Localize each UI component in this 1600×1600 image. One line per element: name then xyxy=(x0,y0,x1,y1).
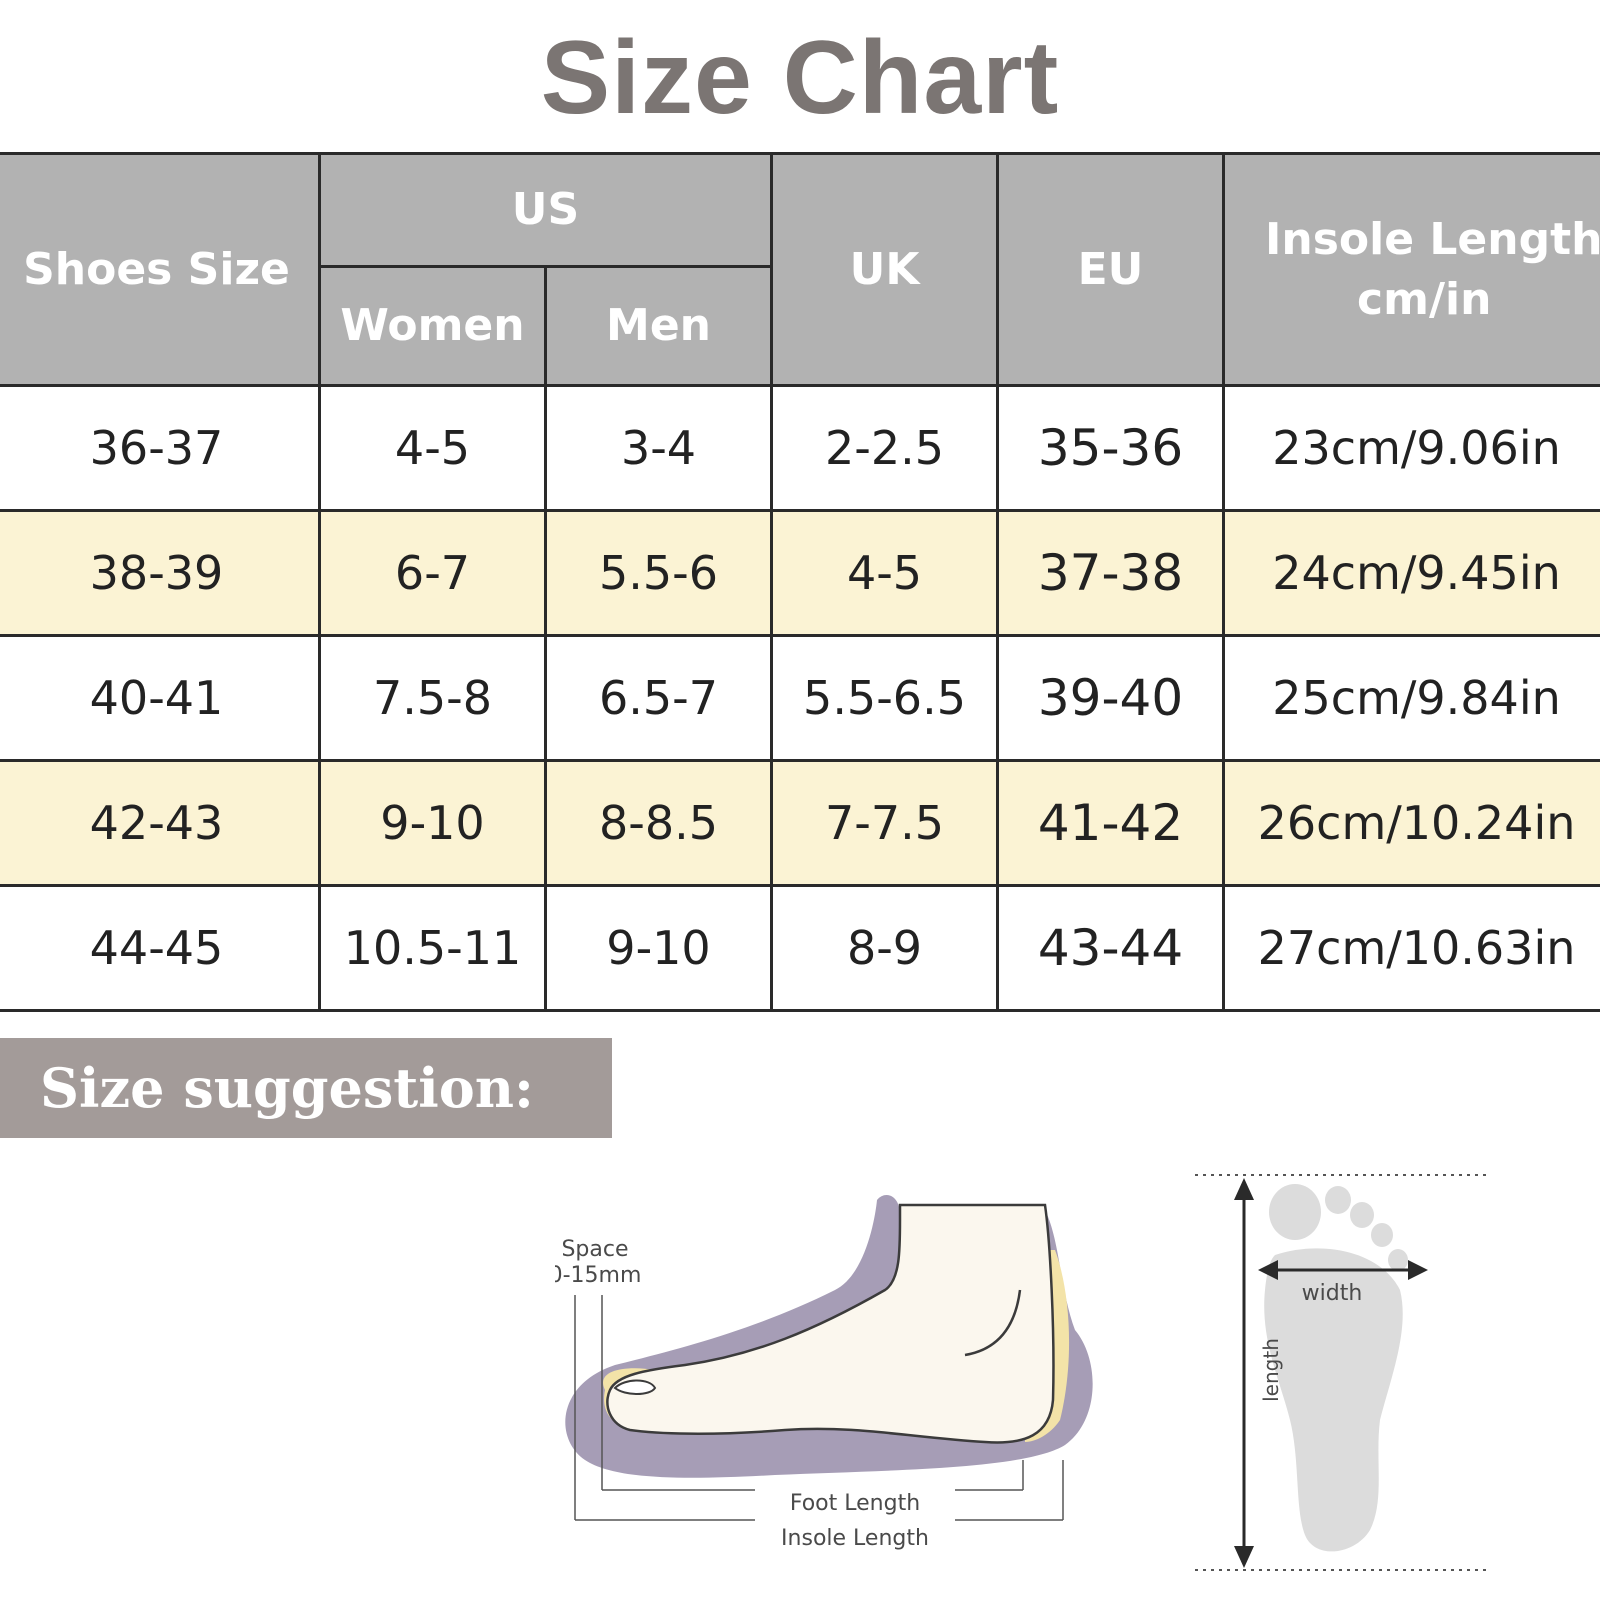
table-row: 38-39 6-7 5.5-6 4-5 37-38 24cm/9.45in xyxy=(0,509,1600,637)
header-insole-length: Insole Length cm/in xyxy=(1222,152,1600,387)
cell-uk: 2-2.5 xyxy=(770,384,1000,512)
length-arrow-up-icon xyxy=(1234,1178,1254,1200)
table-row: 42-43 9-10 8-8.5 7-7.5 41-42 26cm/10.24i… xyxy=(0,759,1600,887)
size-suggestion-banner: Size suggestion: xyxy=(0,1038,612,1138)
length-arrow-down-icon xyxy=(1234,1546,1254,1568)
header-insole-line1: Insole Length xyxy=(1265,213,1600,265)
space-label-line2: 0-15mm xyxy=(555,1263,641,1288)
cell-us-women: 4-5 xyxy=(318,384,547,512)
table-row: 40-41 7.5-8 6.5-7 5.5-6.5 39-40 25cm/9.8… xyxy=(0,634,1600,762)
insole-length-label: Insole Length xyxy=(781,1526,929,1551)
header-us: US xyxy=(317,152,774,268)
cell-us-men: 9-10 xyxy=(543,884,774,1012)
cell-insole-length: 25cm/9.84in xyxy=(1222,634,1600,762)
cell-eu: 43-44 xyxy=(996,884,1226,1012)
cell-uk: 5.5-6.5 xyxy=(770,634,1000,762)
cell-shoes-size: 44-45 xyxy=(0,884,321,1012)
cell-eu: 35-36 xyxy=(996,384,1226,512)
cell-us-men: 8-8.5 xyxy=(543,759,774,887)
sole-shape xyxy=(1264,1248,1403,1552)
toe-3-shape xyxy=(1350,1202,1374,1228)
cell-eu: 39-40 xyxy=(996,634,1226,762)
foot-length-label: Foot Length xyxy=(790,1491,920,1516)
toenail-shape xyxy=(613,1379,657,1395)
big-toe-shape xyxy=(1269,1184,1321,1240)
cell-insole-length: 24cm/9.45in xyxy=(1222,509,1600,637)
cell-insole-length: 27cm/10.63in xyxy=(1222,884,1600,1012)
cell-eu: 37-38 xyxy=(996,509,1226,637)
cell-uk: 7-7.5 xyxy=(770,759,1000,887)
header-uk: UK xyxy=(770,152,1000,387)
table-row: 44-45 10.5-11 9-10 8-9 43-44 27cm/10.63i… xyxy=(0,884,1600,1012)
length-label: length xyxy=(1259,1338,1283,1402)
width-arrow-right-icon xyxy=(1408,1260,1428,1280)
cell-eu: 41-42 xyxy=(996,759,1226,887)
header-us-men: Men xyxy=(543,265,774,387)
width-label: width xyxy=(1302,1281,1363,1306)
toe-4-shape xyxy=(1371,1223,1393,1247)
size-chart-table: Shoes Size US UK EU Insole Length cm/in … xyxy=(0,152,1600,1012)
toe-5-shape xyxy=(1388,1249,1408,1271)
header-eu: EU xyxy=(996,152,1226,387)
cell-insole-length: 23cm/9.06in xyxy=(1222,384,1600,512)
cell-shoes-size: 40-41 xyxy=(0,634,321,762)
header-shoes-size: Shoes Size xyxy=(0,152,321,387)
header-us-women: Women xyxy=(318,265,547,387)
ankle-line xyxy=(964,1289,1022,1357)
header-insole-line2: cm/in xyxy=(1357,273,1492,325)
cell-shoes-size: 36-37 xyxy=(0,384,321,512)
table-row: 36-37 4-5 3-4 2-2.5 35-36 23cm/9.06in xyxy=(0,384,1600,512)
space-label-line1: Space xyxy=(561,1237,628,1262)
foot-side-view-illustration: Space 0-15mm Foot Length Insole Length xyxy=(555,1195,1093,1551)
foot-top-view-illustration: width length xyxy=(1195,1174,1490,1571)
cell-us-men: 6.5-7 xyxy=(543,634,774,762)
cell-uk: 8-9 xyxy=(770,884,1000,1012)
cell-us-women: 7.5-8 xyxy=(318,634,547,762)
cell-shoes-size: 38-39 xyxy=(0,509,321,637)
cell-us-women: 10.5-11 xyxy=(318,884,547,1012)
page-title: Size Chart xyxy=(540,20,1060,136)
cell-us-men: 3-4 xyxy=(543,384,774,512)
cell-us-women: 9-10 xyxy=(318,759,547,887)
foot-shape xyxy=(606,1203,1055,1444)
width-arrow-left-icon xyxy=(1258,1260,1278,1280)
toe-2-shape xyxy=(1325,1186,1351,1214)
cell-uk: 4-5 xyxy=(770,509,1000,637)
cell-us-men: 5.5-6 xyxy=(543,509,774,637)
cell-shoes-size: 42-43 xyxy=(0,759,321,887)
cell-us-women: 6-7 xyxy=(318,509,547,637)
cell-insole-length: 26cm/10.24in xyxy=(1222,759,1600,887)
